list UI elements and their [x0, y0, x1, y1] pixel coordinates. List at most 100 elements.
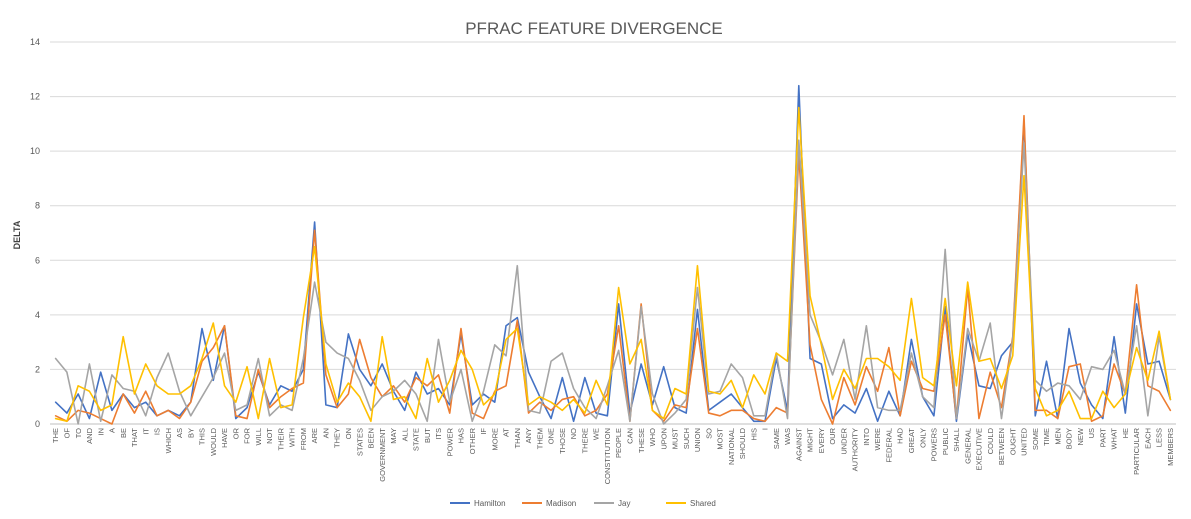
x-tick-label: THERE [580, 428, 589, 453]
x-tick-label: EACH [1143, 428, 1152, 449]
x-tick-label: PARTICULAR [1132, 427, 1141, 474]
x-tick-label: WILL [254, 428, 263, 446]
y-tick-label: 6 [35, 255, 40, 265]
x-tick-label: THAT [130, 428, 139, 447]
series-line-hamilton [54, 84, 1172, 423]
x-tick-label: MORE [490, 428, 499, 451]
x-tick-label: SAME [772, 428, 781, 449]
x-axis-ticks: THE OF TO AND IN A BE THAT IT IS WHICH AS BY THIS WOUL… [51, 427, 1175, 484]
y-tick-label: 4 [35, 310, 40, 320]
x-tick-label: OUR [828, 427, 837, 444]
x-tick-label: WHO [648, 428, 657, 446]
series-line-madison [54, 114, 1172, 425]
x-tick-label: OR [231, 427, 240, 439]
x-tick-label: WITH [288, 428, 297, 447]
x-tick-label: FEDERAL [884, 428, 893, 463]
x-tick-label: NOT [265, 428, 274, 444]
legend-item-hamilton: Hamilton [450, 499, 506, 508]
gridlines [50, 41, 1176, 425]
x-tick-label: INTO [862, 428, 871, 446]
x-tick-label: TO [74, 428, 83, 438]
x-tick-label: WOULD [209, 427, 218, 456]
x-tick-label: HIS [749, 428, 758, 441]
x-tick-label: NATIONAL [727, 428, 736, 465]
x-tick-label: BUT [423, 428, 432, 443]
x-tick-label: MIGHT [806, 428, 815, 453]
x-tick-label: THEY [333, 428, 342, 448]
x-tick-label: STATES [355, 428, 364, 456]
x-tick-label: PEOPLE [614, 428, 623, 458]
x-tick-label: UPON [659, 428, 668, 450]
x-tick-label: ANY [524, 428, 533, 443]
y-tick-label: 12 [30, 92, 40, 102]
x-tick-label: UNION [693, 428, 702, 452]
x-tick-label: BE [119, 428, 128, 438]
x-tick-label: MEMBERS [1166, 428, 1175, 466]
x-tick-label: UNDER [839, 427, 848, 454]
x-tick-label: NEW [1076, 427, 1085, 445]
x-tick-label: CONSTITUTION [603, 428, 612, 484]
y-tick-label: 14 [30, 37, 40, 47]
x-tick-label: BY [186, 428, 195, 438]
x-tick-label: AT [502, 428, 511, 437]
x-tick-label: EXECUTIVE [975, 428, 984, 471]
x-tick-label: THEM [535, 428, 544, 449]
y-tick-label: 10 [30, 146, 40, 156]
x-tick-label: AN [321, 428, 330, 438]
x-tick-label: SUCH [682, 428, 691, 449]
legend-label: Shared [690, 499, 716, 508]
x-tick-label: COULD [986, 427, 995, 454]
x-tick-label: IN [96, 428, 105, 436]
x-tick-label: IF [479, 428, 488, 435]
x-tick-label: BODY [1065, 428, 1074, 449]
x-tick-label: IT [141, 428, 150, 435]
series-line-jay [54, 139, 1172, 425]
x-tick-label: MUST [671, 428, 680, 450]
x-tick-label: THE [51, 428, 60, 443]
x-tick-label: EVERY [817, 428, 826, 453]
x-tick-label: STATE [412, 428, 421, 451]
x-tick-label: WERE [873, 428, 882, 451]
x-tick-label: SHALL [952, 428, 961, 452]
x-tick-label: POWER [445, 427, 454, 456]
x-tick-label: AS [175, 428, 184, 438]
y-axis-ticks: 0 2 4 6 8 10 12 14 [30, 37, 40, 429]
x-tick-label: GENERAL [963, 428, 972, 464]
x-tick-label: HE [1121, 428, 1130, 438]
legend: Hamilton Madison Jay Shared [450, 499, 716, 508]
x-tick-label: OUGHT [1008, 428, 1017, 456]
x-tick-label: ITS [434, 428, 443, 440]
x-tick-label: HAS [457, 428, 466, 443]
x-tick-label: POWERS [930, 428, 939, 461]
x-tick-label: MAY [389, 428, 398, 444]
x-tick-label: OF [62, 428, 71, 439]
x-tick-label: SOME [1031, 428, 1040, 450]
legend-label: Madison [546, 499, 576, 508]
x-tick-label: BETWEEN [997, 428, 1006, 465]
legend-item-madison: Madison [522, 499, 576, 508]
x-tick-label: A [108, 428, 117, 433]
x-tick-label: I [761, 428, 770, 430]
y-axis-label: DELTA [12, 220, 22, 249]
x-tick-label: ON [344, 428, 353, 439]
x-tick-label: HAD [896, 427, 905, 443]
x-tick-label: AGAINST [794, 428, 803, 461]
series-line-shared [54, 106, 1172, 423]
x-tick-label: US [1087, 428, 1096, 438]
x-tick-label: AUTHORITY [851, 428, 860, 471]
legend-label: Jay [618, 499, 630, 508]
series-lines [54, 84, 1172, 425]
y-tick-label: 0 [35, 419, 40, 429]
x-tick-label: SO [704, 428, 713, 439]
legend-item-shared: Shared [666, 499, 716, 508]
x-tick-label: AND [85, 427, 94, 443]
x-tick-label: THIS [198, 428, 207, 445]
x-tick-label: HAVE [220, 428, 229, 448]
x-tick-label: SHOULD [738, 427, 747, 459]
x-tick-label: IS [153, 428, 162, 435]
x-tick-label: WHAT [1110, 428, 1119, 450]
x-tick-label: WE [592, 428, 601, 440]
x-tick-label: THESE [637, 428, 646, 453]
x-tick-label: CAN [625, 428, 634, 444]
